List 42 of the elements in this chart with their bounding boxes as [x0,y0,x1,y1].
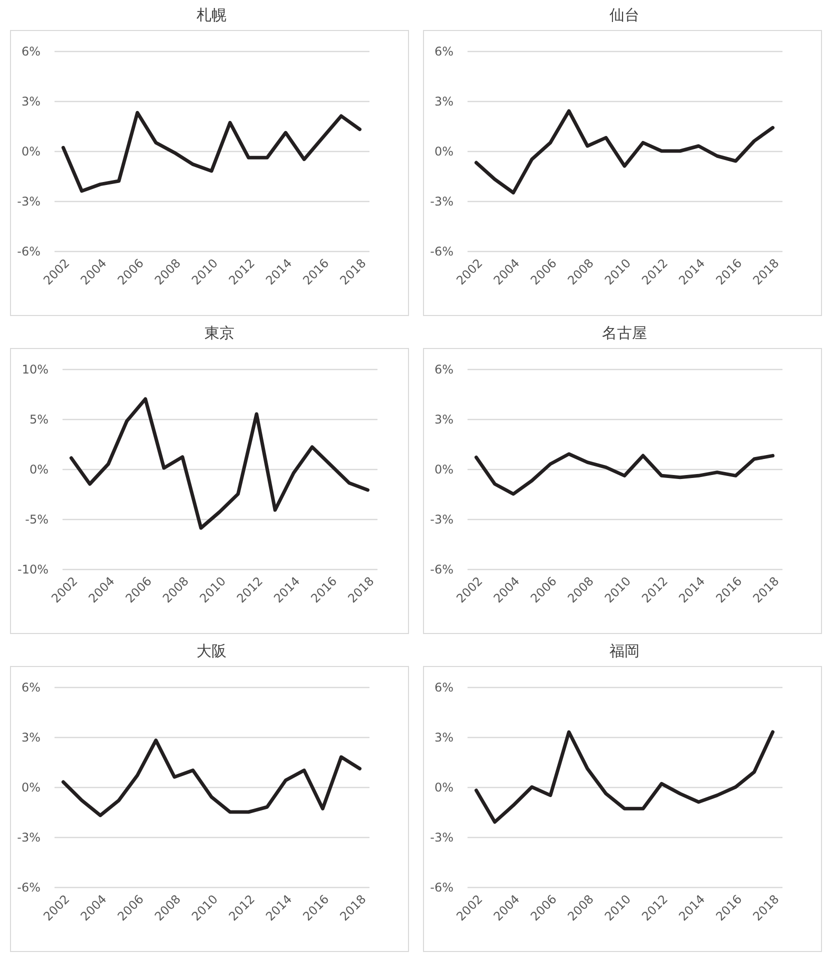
y-tick-label: -6% [430,562,454,576]
line-series [474,452,774,496]
y-tick-label: -6% [17,244,40,258]
y-tick-label: 6% [21,44,40,58]
line-series [474,109,774,194]
chart-title: 仙台 [610,6,640,24]
y-tick-label: -3% [17,830,40,844]
chart-title: 福岡 [610,642,640,660]
chart-title: 札幌 [196,6,226,24]
chart-title: 東京 [204,324,234,342]
y-tick-label: 3% [21,730,40,744]
chart-title: 大阪 [196,642,226,660]
line-series [70,397,370,530]
y-tick-label: -5% [25,512,48,526]
y-tick-label: -6% [430,244,454,258]
y-tick-label: -3% [430,194,454,208]
y-tick-label: -3% [430,830,454,844]
y-tick-label: 0% [21,144,40,158]
y-tick-label: 3% [434,412,454,426]
y-tick-label: 3% [434,94,454,108]
y-tick-label: 0% [21,780,40,794]
y-tick-label: 5% [29,412,48,426]
chart-title: 名古屋 [602,324,647,342]
y-tick-label: 0% [29,462,48,476]
y-tick-label: -6% [430,880,454,894]
y-tick-label: -6% [17,880,40,894]
line-series [62,738,362,818]
line-series [474,730,774,824]
y-tick-label: 3% [434,730,454,744]
y-tick-label: 0% [434,462,454,476]
line-series [62,110,362,193]
y-tick-label: -3% [430,512,454,526]
y-tick-label: 6% [434,680,454,694]
y-tick-label: 0% [434,780,454,794]
y-tick-label: 10% [22,362,48,376]
y-tick-label: -10% [17,562,48,576]
y-tick-label: 6% [21,680,40,694]
y-tick-label: 3% [21,94,40,108]
y-tick-label: 6% [434,44,454,58]
y-tick-label: 6% [434,362,454,376]
y-tick-label: -3% [17,194,40,208]
y-tick-label: 0% [434,144,454,158]
